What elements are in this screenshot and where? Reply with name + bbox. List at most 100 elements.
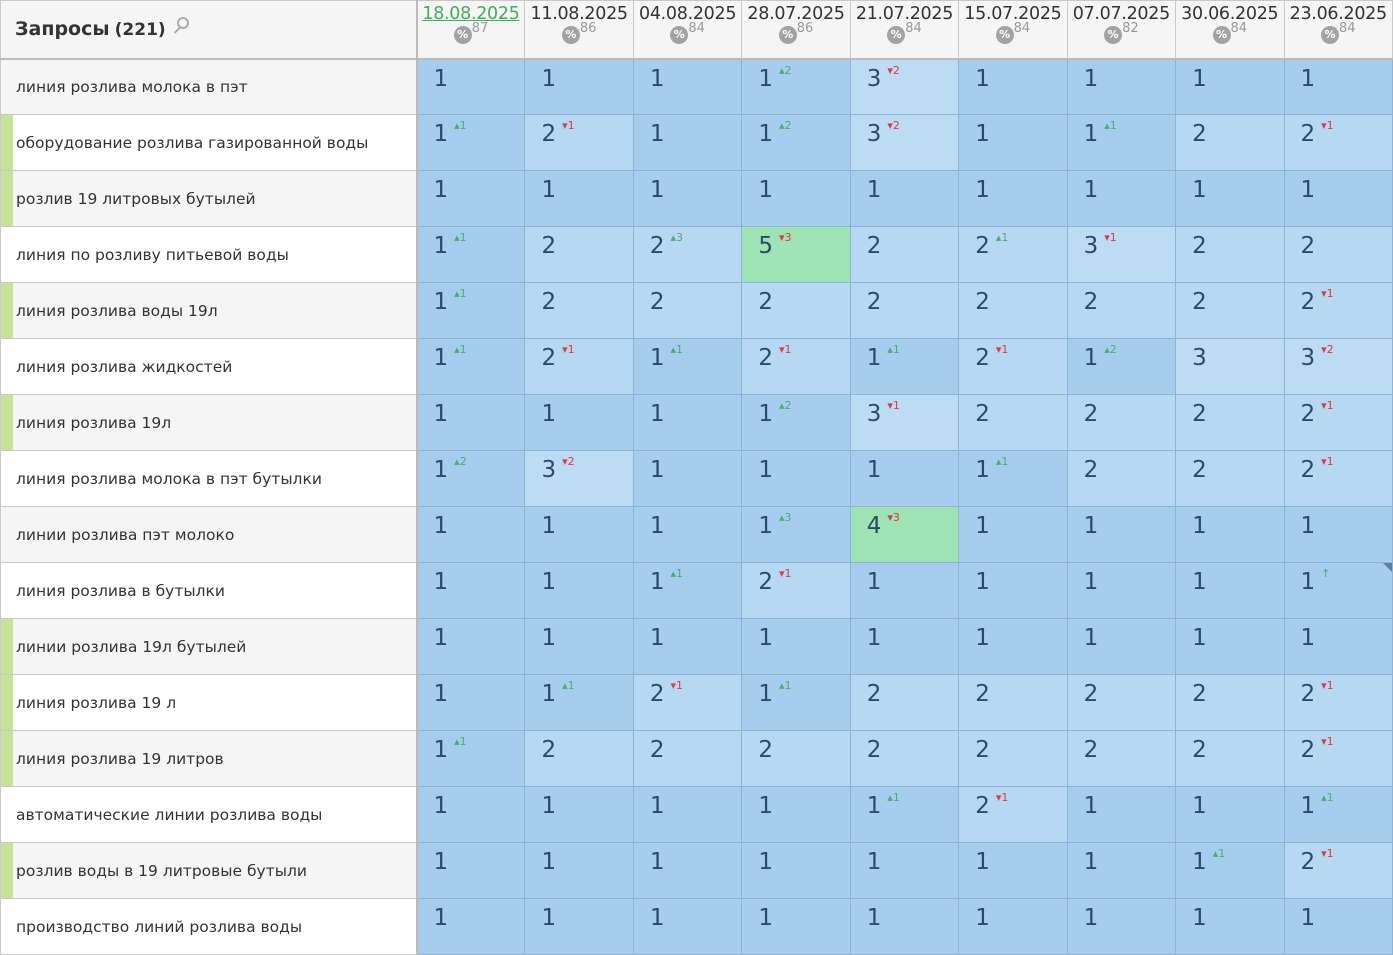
position-cell[interactable]: 2 [632, 282, 743, 339]
position-cell[interactable]: 1 [1283, 58, 1393, 115]
query-cell[interactable]: линия розлива 19л [0, 394, 418, 451]
position-cell[interactable]: 1 [849, 898, 960, 955]
position-cell[interactable]: 2 [1175, 450, 1285, 507]
position-cell[interactable]: 1 [632, 786, 743, 843]
position-cell[interactable]: 1 [1175, 898, 1285, 955]
position-cell[interactable]: 2 ▾1 [1283, 114, 1393, 171]
query-cell[interactable]: линия розлива жидкостей [0, 338, 418, 395]
position-cell[interactable]: 2 ▾1 [1283, 674, 1393, 731]
position-cell[interactable]: 1 [849, 842, 960, 899]
position-cell[interactable]: 1 ▴1 [741, 674, 851, 731]
position-cell[interactable]: 3 ▾2 [524, 450, 634, 507]
position-cell[interactable]: 1 [1175, 562, 1285, 619]
position-cell[interactable]: 2 [1175, 730, 1285, 787]
position-cell[interactable]: 2 [1066, 394, 1177, 451]
position-cell[interactable]: 1 ▴1 [415, 730, 526, 787]
position-cell[interactable]: 2 [741, 730, 851, 787]
position-cell[interactable]: 1 [1066, 786, 1177, 843]
position-cell[interactable]: 2 [1066, 450, 1177, 507]
query-cell[interactable]: розлив 19 литровых бутылей [0, 170, 418, 227]
position-cell[interactable]: 1 ▴2 [1066, 338, 1177, 395]
position-cell[interactable]: 1 ▴1 [1066, 114, 1177, 171]
position-cell[interactable]: 1 ▴1 [415, 338, 526, 395]
position-cell[interactable]: 2 [1175, 282, 1285, 339]
column-date[interactable]: 21.07.2025 [855, 4, 954, 24]
position-cell[interactable]: 1 [632, 58, 743, 115]
position-cell[interactable]: 2 ▾1 [958, 338, 1068, 395]
query-cell[interactable]: линия розлива воды 19л [0, 282, 418, 339]
position-cell[interactable]: 2 [1283, 226, 1393, 283]
position-cell[interactable]: 1 [1175, 506, 1285, 563]
position-cell[interactable]: 1 [415, 842, 526, 899]
position-cell[interactable]: 1 [958, 618, 1068, 675]
position-cell[interactable]: 2 [1175, 114, 1285, 171]
date-column-header[interactable]: 15.07.2025% 84 [958, 0, 1068, 60]
position-cell[interactable]: 1 [741, 842, 851, 899]
position-cell[interactable]: 1 [1175, 618, 1285, 675]
position-cell[interactable]: 2 [1066, 730, 1177, 787]
position-cell[interactable]: 2 [849, 282, 960, 339]
position-cell[interactable]: 2 [958, 730, 1068, 787]
date-column-header[interactable]: 18.08.2025% 87 [415, 0, 526, 60]
column-date[interactable]: 04.08.2025 [638, 4, 737, 24]
position-cell[interactable]: 2 [849, 226, 960, 283]
position-cell[interactable]: 1 [415, 618, 526, 675]
position-cell[interactable]: 1 ▴1 [849, 786, 960, 843]
position-cell[interactable]: 1 [632, 450, 743, 507]
position-cell[interactable]: 2 [958, 394, 1068, 451]
position-cell[interactable]: 1 ▴1 [415, 114, 526, 171]
percent-icon[interactable]: % [887, 26, 906, 44]
position-cell[interactable]: 1 [958, 114, 1068, 171]
percent-icon[interactable]: % [1320, 26, 1339, 44]
position-cell[interactable]: 2 [1066, 282, 1177, 339]
percent-icon[interactable]: % [670, 26, 689, 44]
query-cell[interactable]: линии розлива 19л бутылей [0, 618, 418, 675]
position-cell[interactable]: 1 [958, 898, 1068, 955]
search-icon[interactable] [176, 17, 189, 30]
position-cell[interactable]: 1 [1066, 898, 1177, 955]
position-cell[interactable]: 1 [1066, 562, 1177, 619]
position-cell[interactable]: 2 [1066, 674, 1177, 731]
position-cell[interactable]: 2 [1175, 226, 1285, 283]
position-cell[interactable]: 1 ↑ [1283, 562, 1393, 619]
position-cell[interactable]: 1 ▴1 [524, 674, 634, 731]
query-cell[interactable]: оборудование розлива газированной воды [0, 114, 418, 171]
position-cell[interactable]: 2 ▾1 [741, 338, 851, 395]
column-date[interactable]: 28.07.2025 [747, 4, 845, 24]
position-cell[interactable]: 4 ▾3 [849, 506, 960, 563]
position-cell[interactable]: 2 ▾1 [524, 338, 634, 395]
position-cell[interactable]: 1 [632, 114, 743, 171]
percent-icon[interactable]: % [453, 26, 472, 44]
query-cell[interactable]: линии розлива пэт молоко [0, 506, 418, 563]
position-cell[interactable]: 1 [1066, 170, 1177, 227]
percent-icon[interactable]: % [1212, 26, 1231, 44]
position-cell[interactable]: 3 ▾2 [1283, 338, 1393, 395]
date-column-header[interactable]: 04.08.2025% 84 [632, 0, 743, 60]
position-cell[interactable]: 1 [1283, 170, 1393, 227]
position-cell[interactable]: 1 [632, 394, 743, 451]
position-cell[interactable]: 1 [524, 394, 634, 451]
position-cell[interactable]: 1 [741, 618, 851, 675]
position-cell[interactable]: 2 [849, 730, 960, 787]
query-cell[interactable]: линия розлива молока в пэт [0, 58, 418, 115]
position-cell[interactable]: 2 [632, 730, 743, 787]
date-column-header[interactable]: 23.06.2025% 84 [1283, 0, 1393, 60]
position-cell[interactable]: 2 [524, 282, 634, 339]
position-cell[interactable]: 1 [524, 170, 634, 227]
position-cell[interactable]: 1 [524, 58, 634, 115]
date-column-header[interactable]: 21.07.2025% 84 [849, 0, 960, 60]
position-cell[interactable]: 1 [632, 842, 743, 899]
position-cell[interactable]: 1 [415, 898, 526, 955]
position-cell[interactable]: 2 ▾1 [1283, 282, 1393, 339]
position-cell[interactable]: 1 [524, 562, 634, 619]
position-cell[interactable]: 1 ▴1 [415, 282, 526, 339]
position-cell[interactable]: 1 [1283, 618, 1393, 675]
position-cell[interactable]: 1 [1175, 786, 1285, 843]
position-cell[interactable]: 1 [1066, 618, 1177, 675]
position-cell[interactable]: 1 [524, 506, 634, 563]
position-cell[interactable]: 1 [524, 898, 634, 955]
position-cell[interactable]: 1 [741, 898, 851, 955]
position-cell[interactable]: 2 [1175, 394, 1285, 451]
note-corner-icon[interactable] [1383, 563, 1392, 572]
position-cell[interactable]: 1 ▴2 [415, 450, 526, 507]
